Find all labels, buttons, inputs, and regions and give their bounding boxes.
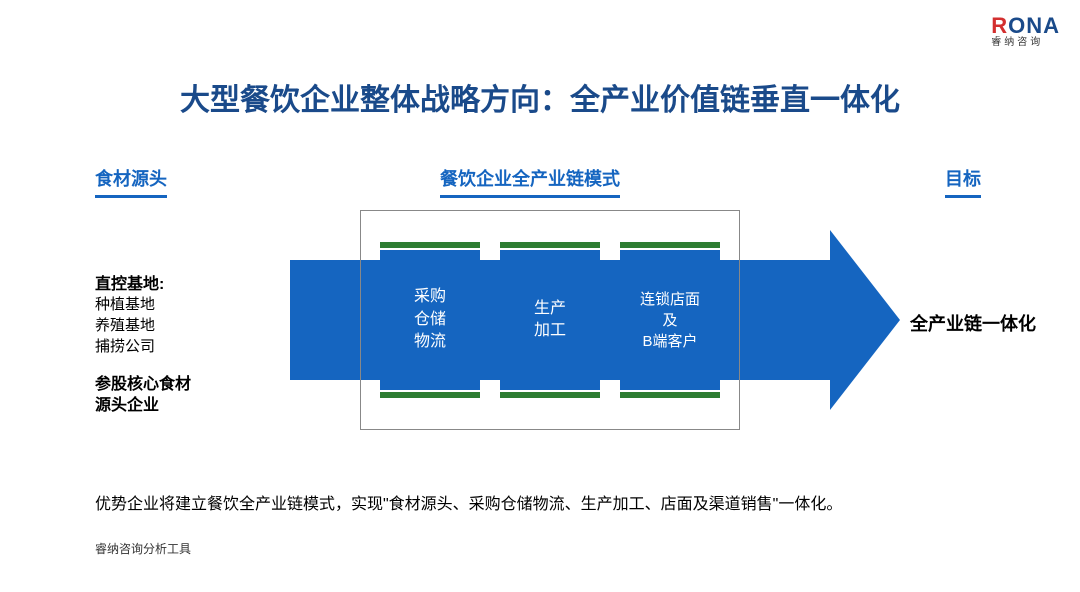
source-equity-l2: 源头企业 — [95, 396, 191, 417]
stage-box-3: 连锁店面 及 B端客户 — [620, 250, 720, 390]
source-line-3: 捕捞公司 — [95, 336, 191, 357]
logo-r: R — [991, 13, 1008, 38]
header-goal: 目标 — [945, 165, 981, 198]
goal-text: 全产业链一体化 — [910, 310, 1036, 336]
stage-box-2: 生产 加工 — [500, 250, 600, 390]
footer-text: 睿纳咨询分析工具 — [95, 540, 191, 557]
stage1-bottom-bar — [380, 392, 480, 398]
arrow-head-icon — [830, 230, 900, 410]
logo-text: RONA — [991, 15, 1060, 37]
description-text: 优势企业将建立餐饮全产业链模式，实现"食材源头、采购仓储物流、生产加工、店面及渠… — [95, 490, 1020, 514]
stage3-bottom-bar — [620, 392, 720, 398]
logo-ona: ONA — [1008, 13, 1060, 38]
source-base-title: 直控基地: — [95, 270, 191, 294]
stage2-top-bar — [500, 242, 600, 248]
source-equity-l1: 参股核心食材 — [95, 375, 191, 396]
source-block: 直控基地: 种植基地 养殖基地 捕捞公司 参股核心食材 源头企业 — [95, 270, 191, 417]
logo-subtitle: 睿纳咨询 — [991, 38, 1060, 48]
brand-logo: RONA 睿纳咨询 — [991, 15, 1060, 48]
source-equity: 参股核心食材 源头企业 — [95, 375, 191, 417]
source-line-1: 种植基地 — [95, 294, 191, 315]
stage-box-1: 采购 仓储 物流 — [380, 250, 480, 390]
source-line-2: 养殖基地 — [95, 315, 191, 336]
stage1-top-bar — [380, 242, 480, 248]
header-source: 食材源头 — [95, 165, 167, 198]
header-chain: 餐饮企业全产业链模式 — [440, 165, 620, 198]
stage2-bottom-bar — [500, 392, 600, 398]
page-title: 大型餐饮企业整体战略方向：全产业价值链垂直一体化 — [0, 75, 1080, 119]
stage3-top-bar — [620, 242, 720, 248]
